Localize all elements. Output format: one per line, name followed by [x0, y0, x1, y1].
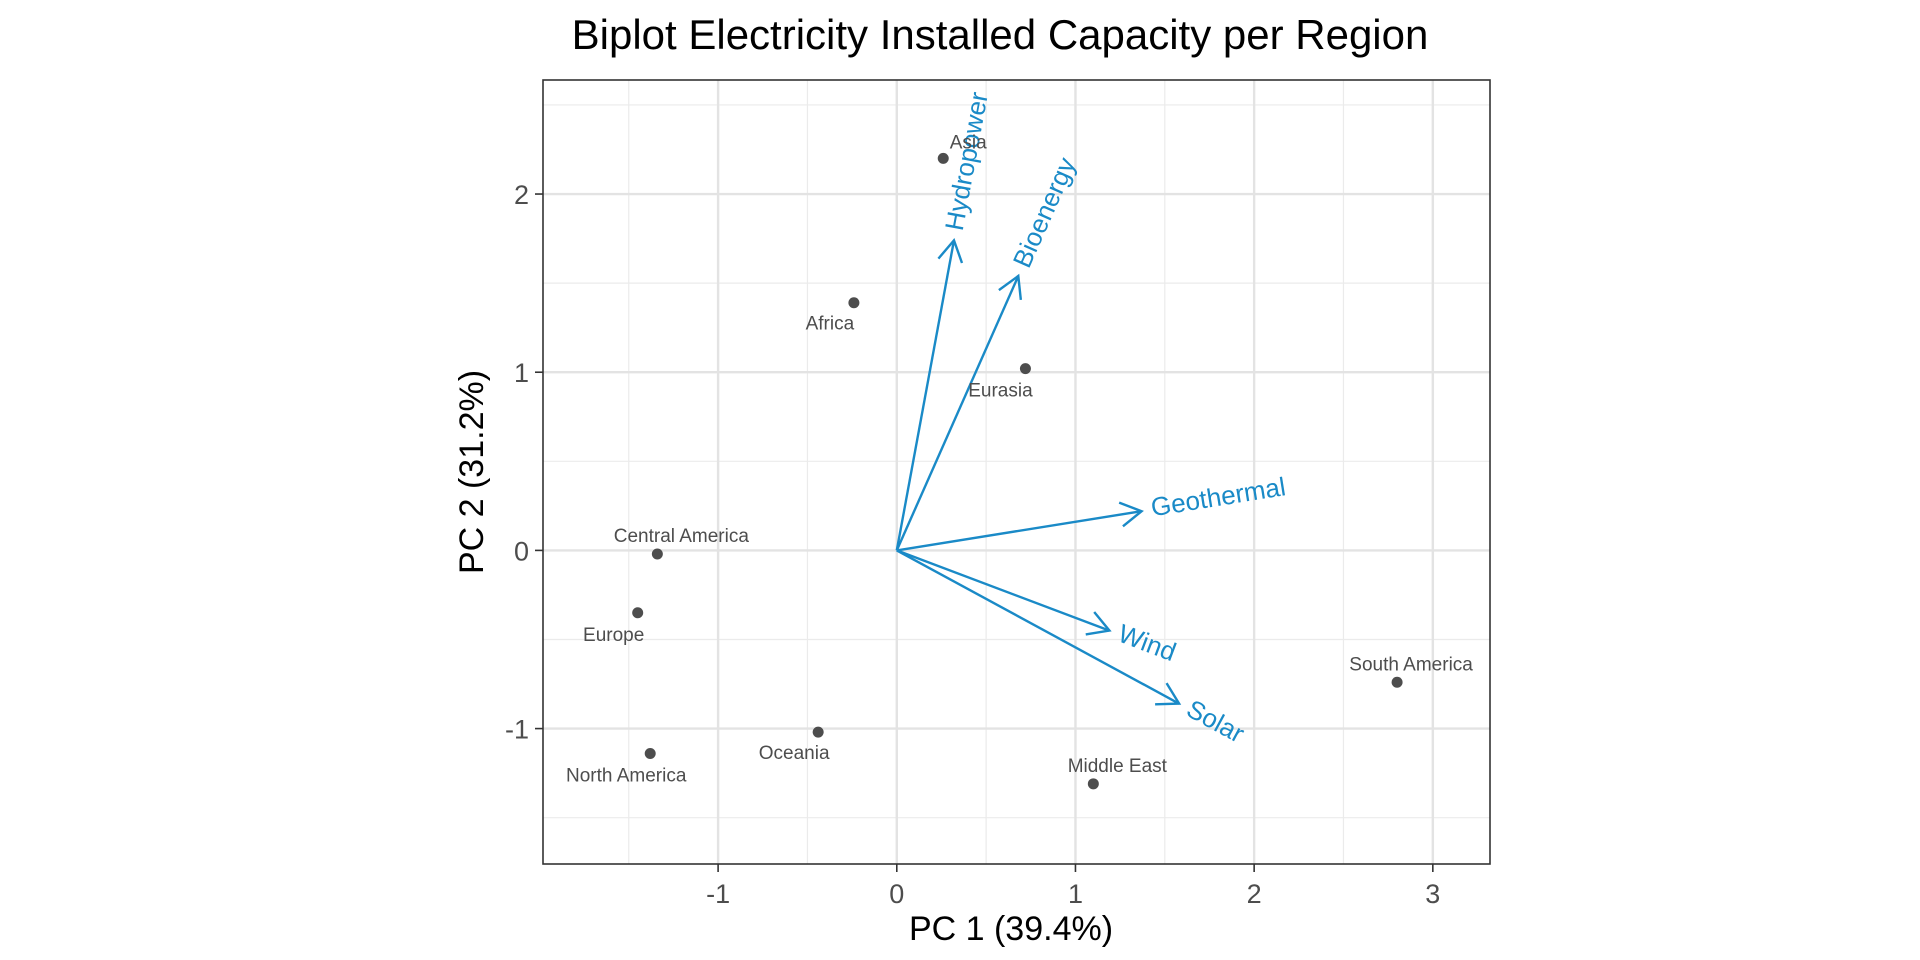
y-tick-label: 2	[514, 180, 529, 210]
panel-background	[543, 80, 1490, 864]
loading-arrow-shaft	[896, 510, 1142, 552]
loading-arrow-head	[1085, 611, 1112, 636]
x-tick-label: 0	[889, 879, 904, 909]
point-label-europe: Europe	[583, 625, 644, 646]
panel-border	[542, 79, 1491, 865]
loading-arrow-shaft	[896, 549, 1180, 705]
x-tick-label: 3	[1425, 879, 1440, 909]
loading-arrow-head	[1118, 501, 1144, 528]
point-label-north-america: North America	[566, 766, 687, 787]
x-axis-title: PC 1 (39.4%)	[909, 910, 1113, 948]
x-tick-label: 2	[1247, 879, 1262, 909]
point-label-middle-east: Middle East	[1068, 756, 1168, 777]
loading-arrow-shaft	[895, 275, 1020, 551]
point-south-america	[1391, 676, 1403, 688]
point-central-america	[651, 548, 663, 560]
point-label-eurasia: Eurasia	[968, 381, 1033, 402]
y-tick-label: 1	[514, 358, 529, 388]
loading-arrow-head	[937, 238, 964, 264]
point-label-central-america: Central America	[614, 526, 750, 547]
grid	[543, 80, 1490, 864]
point-middle-east	[1087, 778, 1099, 790]
point-label-oceania: Oceania	[759, 743, 830, 764]
loading-arrow-shaft	[895, 240, 956, 551]
point-asia	[937, 152, 949, 164]
region-points: Asia Africa Eurasia Central America Europe No…	[566, 132, 1473, 790]
axis-ticks: -1 0 1 2 3 -1 0 1 2	[505, 180, 1440, 909]
point-north-america	[644, 748, 656, 760]
y-tick-label: -1	[505, 715, 529, 745]
point-label-asia: Asia	[950, 132, 987, 153]
point-eurasia	[1019, 363, 1031, 375]
loading-arrow-shaft	[896, 549, 1110, 632]
chart-title: Biplot Electricity Installed Capacity pe…	[572, 11, 1429, 58]
loading-arrow-head	[1155, 682, 1182, 706]
point-oceania	[812, 726, 824, 738]
point-label-africa: Africa	[806, 314, 855, 335]
loading-arrow-head	[998, 273, 1023, 300]
y-axis-title: PC 2 (31.2%)	[453, 370, 491, 574]
y-tick-label: 0	[514, 536, 529, 566]
x-tick-label: -1	[706, 879, 730, 909]
point-europe	[632, 607, 644, 619]
point-africa	[848, 297, 860, 309]
point-label-south-america: South America	[1349, 654, 1473, 675]
x-tick-label: 1	[1068, 879, 1083, 909]
